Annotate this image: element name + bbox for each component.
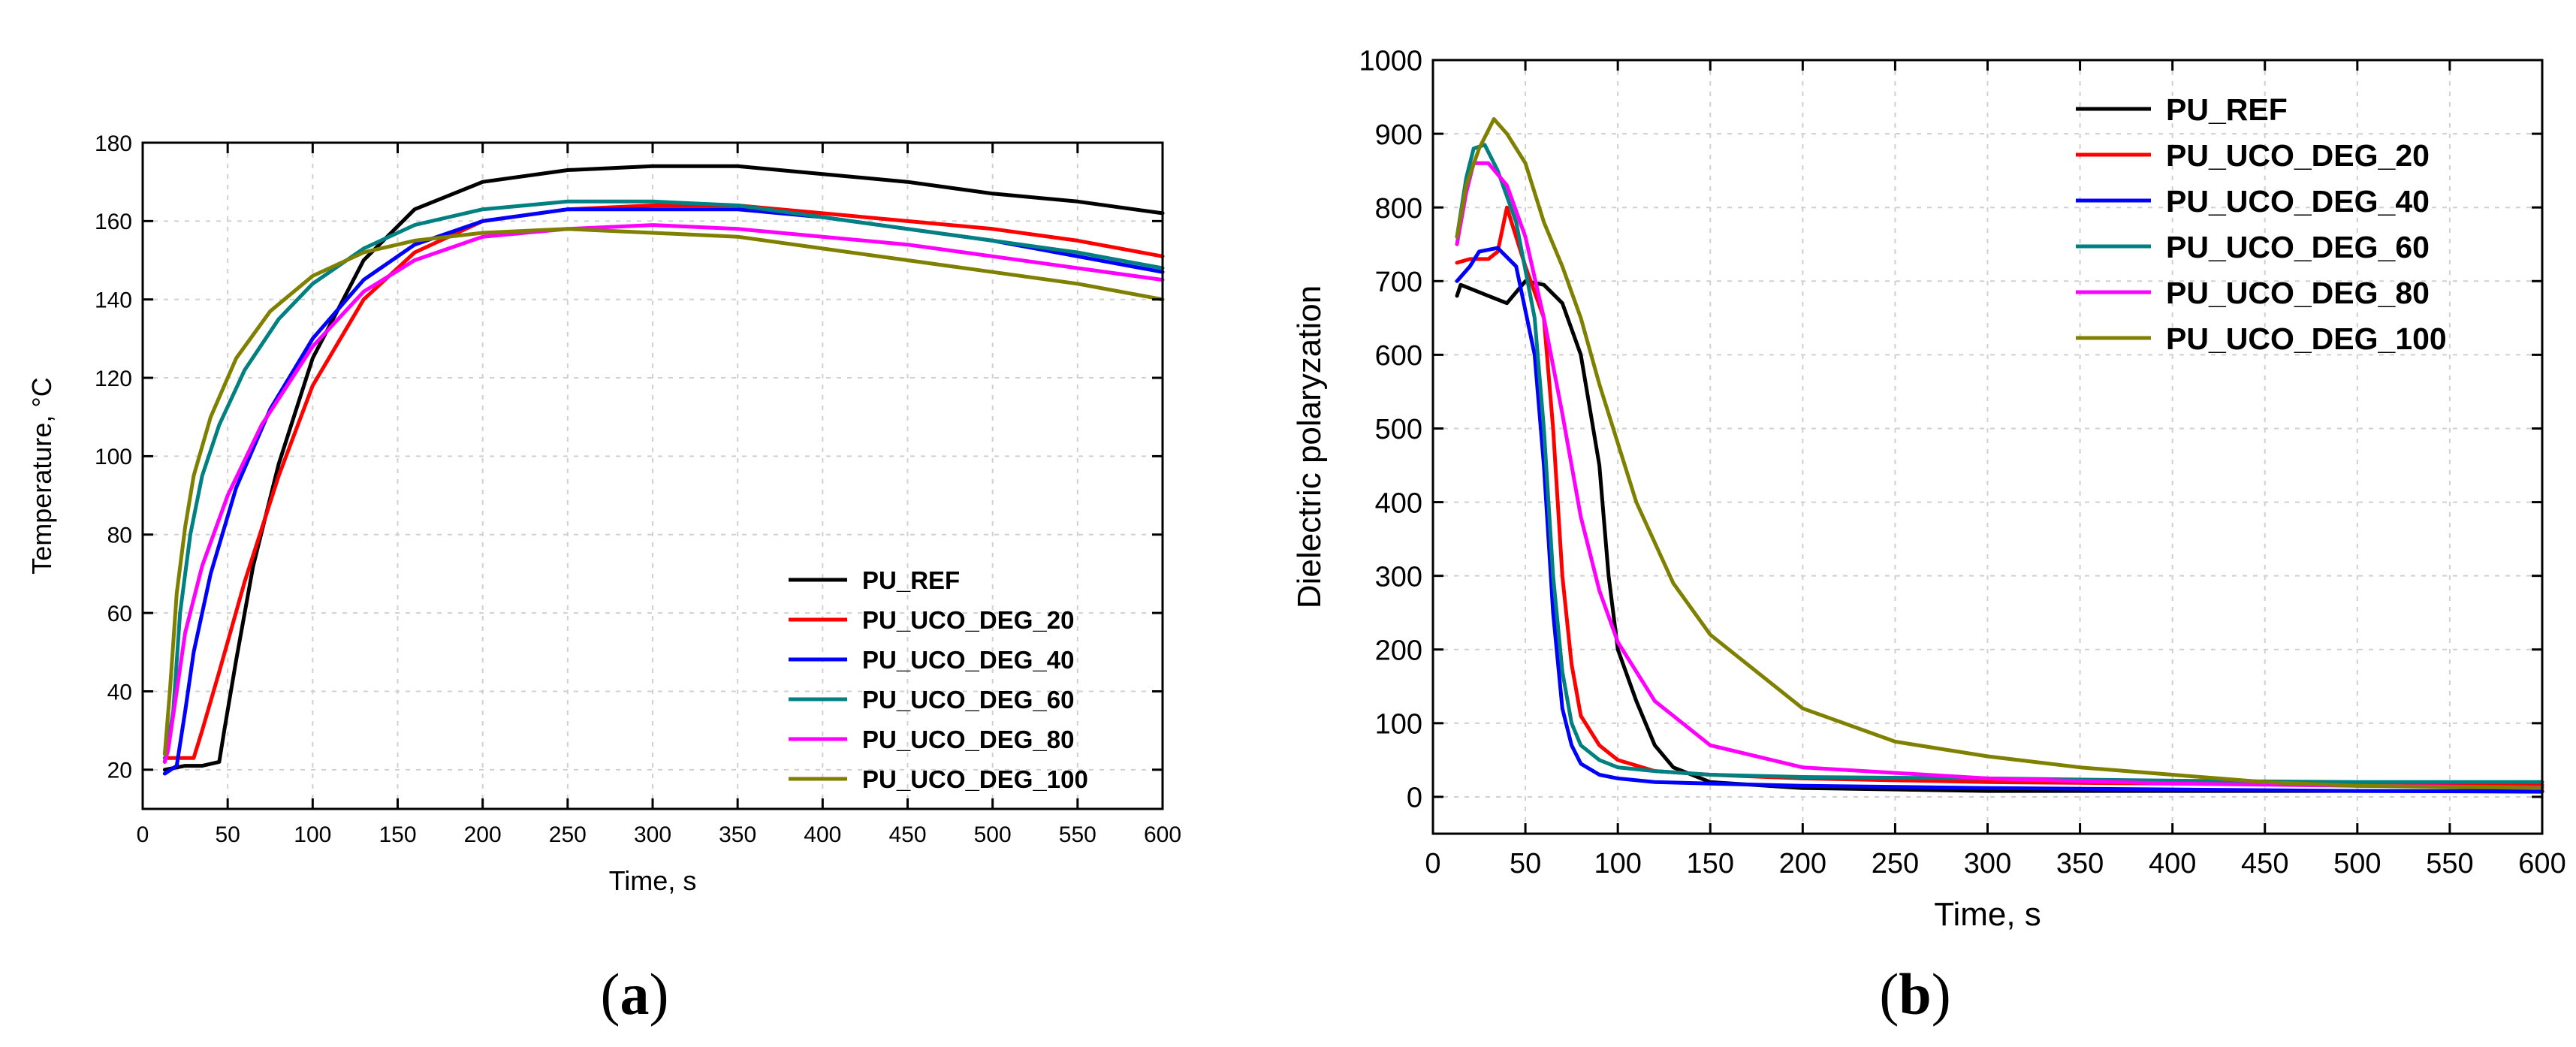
panel-label-b: (b)	[1879, 961, 1950, 1027]
panel-label-a: (a)	[601, 961, 669, 1027]
chart-a-legend-label: PU_UCO_DEG_20	[862, 606, 1074, 634]
chart-b-series-pu-uco-deg-100	[1455, 117, 2544, 790]
chart-b-legend-label: PU_UCO_DEG_60	[2166, 230, 2430, 264]
chart-a-legend: PU_REF PU_UCO_DEG_20 PU_UCO_DEG_40 PU_UCO_D…	[789, 566, 1088, 793]
chart-a-y-axis-label: Temperature, °C	[26, 377, 57, 575]
chart-b-ytick-label: 200	[1375, 635, 1422, 666]
chart-a-legend-label: PU_REF	[862, 566, 960, 594]
chart-b-ytick-label: 600	[1375, 340, 1422, 372]
chart-a-ytick-label: 40	[107, 680, 132, 705]
chart-a-ytick-label: 20	[107, 759, 132, 783]
chart-a-ytick-label: 60	[107, 602, 132, 626]
chart-b-ytick-label: 700	[1375, 267, 1422, 298]
chart-b-ytick-label: 100	[1375, 709, 1422, 741]
chart-a-series-pu-ref	[162, 164, 1165, 772]
chart-b-xtick-label: 550	[2426, 848, 2473, 880]
chart-b-xtick-label: 450	[2241, 848, 2288, 880]
chart-a-xtick-label: 250	[549, 822, 587, 847]
chart-a-legend-label: PU_UCO_DEG_40	[862, 646, 1074, 674]
chart-a-legend-label: PU_UCO_DEG_80	[862, 726, 1074, 753]
chart-b-xtick-label: 500	[2333, 848, 2381, 880]
chart-a-xtick-label: 0	[137, 822, 149, 847]
chart-b-legend-label: PU_UCO_DEG_100	[2166, 321, 2447, 356]
chart-a-xtick-label: 150	[379, 822, 416, 847]
chart-a-xtick-label: 500	[974, 822, 1012, 847]
chart-a-xtick-label: 450	[888, 822, 926, 847]
chart-b-ytick-label: 400	[1375, 487, 1422, 519]
chart-b-ytick-label: 500	[1375, 414, 1422, 445]
chart-b-xtick-label: 200	[1779, 848, 1826, 880]
chart-a-ytick-label: 100	[95, 445, 132, 469]
chart-b-xtick-label: 350	[2056, 848, 2104, 880]
chart-b: 0 50 100 150 200 250 300 350 400 450 500 550 600 0 100…	[1291, 46, 2566, 933]
chart-b-series-pu-uco-deg-80	[1455, 161, 2544, 789]
chart-b-series-pu-uco-deg-60	[1455, 143, 2544, 784]
chart-a-xtick-label: 50	[215, 822, 240, 847]
chart-b-series-pu-ref	[1455, 279, 2544, 793]
chart-a-xtick-label: 300	[634, 822, 671, 847]
chart-a-legend-label: PU_UCO_DEG_60	[862, 686, 1074, 714]
panel-label-b-letter: b	[1899, 961, 1931, 1027]
chart-b-series-pu-uco-deg-20	[1455, 205, 2544, 787]
chart-a-legend-label: PU_UCO_DEG_100	[862, 765, 1088, 793]
chart-b-series-pu-uco-deg-40	[1455, 246, 2544, 794]
chart-a: 0 50 100 150 200 250 300 350 400 450 500 550 600 20 40…	[26, 131, 1181, 896]
chart-b-legend-label: PU_UCO_DEG_80	[2166, 276, 2430, 310]
chart-b-ytick-label: 300	[1375, 561, 1422, 593]
chart-b-xtick-label: 150	[1687, 848, 1734, 880]
chart-a-xtick-label: 400	[804, 822, 841, 847]
chart-a-ytick-label: 80	[107, 524, 132, 548]
chart-b-x-axis-label: Time, s	[1934, 896, 2041, 933]
chart-b-xtick-label: 50	[1510, 848, 1541, 880]
chart-a-series-pu-uco-deg-100	[162, 227, 1165, 756]
panel-label-a-letter: a	[620, 961, 650, 1027]
chart-b-ytick-label: 0	[1407, 783, 1422, 814]
chart-a-ytick-label: 120	[95, 367, 132, 391]
chart-b-legend-label: PU_UCO_DEG_40	[2166, 184, 2430, 219]
chart-a-ytick-label: 140	[95, 288, 132, 313]
chart-a-xtick-label: 350	[719, 822, 756, 847]
chart-a-x-axis-label: Time, s	[609, 865, 697, 896]
chart-b-xtick-label: 300	[1964, 848, 2011, 880]
chart-b-xtick-label: 600	[2518, 848, 2565, 880]
chart-b-ytick-label: 1000	[1359, 46, 1422, 77]
chart-a-xtick-label: 600	[1144, 822, 1181, 847]
chart-a-series-pu-uco-deg-60	[162, 199, 1165, 764]
chart-a-xtick-label: 550	[1059, 822, 1096, 847]
chart-b-legend-label: PU_REF	[2166, 92, 2288, 127]
chart-b-xtick-label: 0	[1425, 848, 1440, 880]
chart-b-xtick-label: 250	[1872, 848, 1919, 880]
chart-a-xtick-label: 200	[464, 822, 502, 847]
chart-b-y-axis-label: Dielectric polaryzation	[1291, 285, 1328, 608]
chart-a-ytick-label: 180	[95, 131, 132, 156]
chart-b-legend: PU_REF PU_UCO_DEG_20 PU_UCO_DEG_40 PU_UCO_D…	[2076, 92, 2447, 356]
chart-a-series-pu-uco-deg-80	[162, 223, 1165, 764]
chart-a-series-pu-uco-deg-20	[162, 204, 1165, 760]
chart-b-xtick-label: 400	[2149, 848, 2196, 880]
chart-b-ytick-label: 900	[1375, 119, 1422, 151]
chart-b-legend-label: PU_UCO_DEG_20	[2166, 138, 2430, 173]
chart-b-xtick-label: 100	[1594, 848, 1641, 880]
chart-a-ytick-label: 160	[95, 210, 132, 234]
chart-a-xtick-label: 100	[294, 822, 331, 847]
chart-b-ytick-label: 800	[1375, 193, 1422, 225]
